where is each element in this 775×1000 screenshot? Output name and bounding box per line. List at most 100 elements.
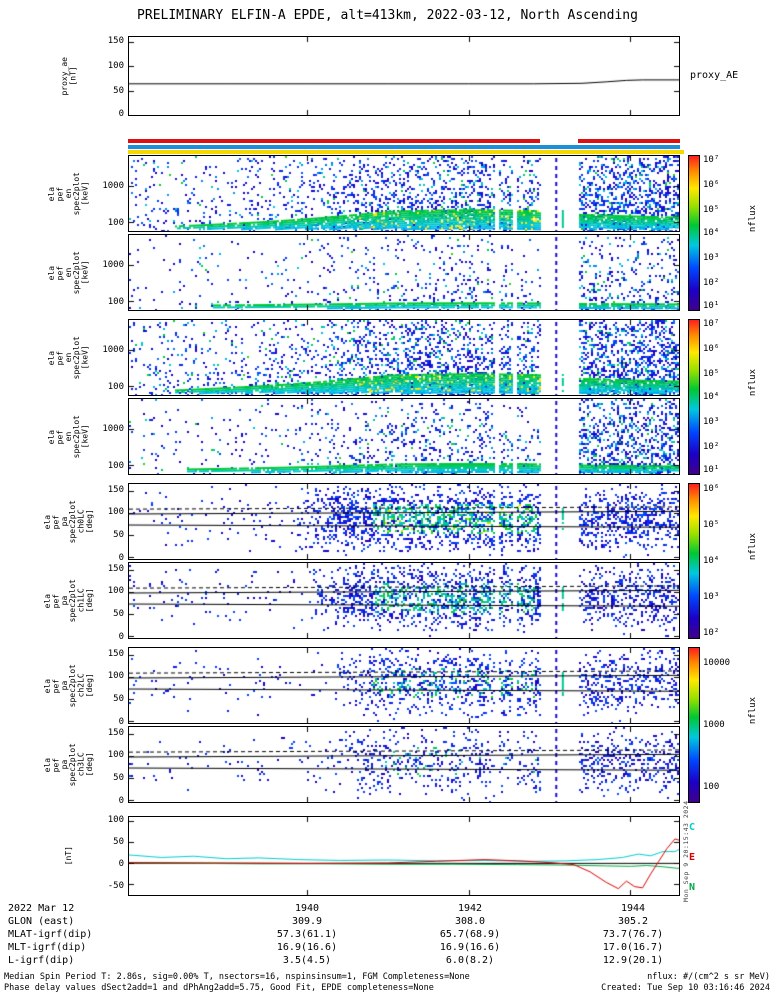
spec8-ylabel-box: ela pef pa spec2plot ch3LC [deg] [40,726,98,803]
ytick: 0 [118,631,124,642]
row-value: 65.7(68.9) [439,929,501,940]
glon-row: GLON (east) 309.9 308.0 305.2 [0,916,775,929]
spectrogram-energy-1 [128,155,680,232]
availability-bar-blue [128,145,680,149]
ytick: 1000 [102,180,124,191]
colorbar-3-ticks: 10⁶ 10⁵ 10⁴ 10³ 10² [703,483,739,639]
spec7-yticks: 150 100 50 0 [92,647,126,727]
cbtick: 100 [703,782,720,793]
ytick: 150 [107,35,124,46]
colorbar-1-ticks: 10⁷ 10⁶ 10⁵ 10⁴ 10³ 10² 10¹ [703,155,739,312]
lshell-row: L-igrf(dip) 3.5(4.5) 6.0(8.2) 12.9(20.1) [0,955,775,968]
spec1-yticks: 1000 100 [92,155,126,232]
ytick: 100 [107,815,124,825]
spec4-ylabel-box: ela pef en spec2plot [keV] [40,398,98,475]
ytick: 50 [113,773,124,784]
spec6-ylabel-box: ela pef pa spec2plot ch1LC [deg] [40,562,98,639]
spec3-ylabel: ela pef en spec2plot [keV] [47,335,90,380]
footer-created: Created: Tue Sep 10 03:16:46 2024 [601,983,770,993]
spec8-ylabel: ela pef pa spec2plot ch3LC [deg] [42,742,94,787]
colorbar-2-label: nflux [748,369,758,397]
mag-ylabel: [nT] [63,846,73,866]
axis-date: 2022 Mar 12 [8,903,75,914]
ytick: 150 [107,727,124,738]
cbtick: 10³ [703,416,720,427]
colorbar-1 [688,155,700,311]
ytick: 150 [107,484,124,495]
spectrogram-energy-2-canvas [129,235,679,310]
spec2-ylabel-box: ela pef en spec2plot [keV] [40,234,98,311]
page-title: PRELIMINARY ELFIN-A EPDE, alt=413km, 202… [137,8,638,23]
availability-bar-red-1 [128,139,540,143]
spectrogram-energy-4-canvas [129,399,679,474]
ytick: 100 [107,61,124,72]
spec5-yticks: 150 100 50 0 [92,483,126,563]
proxy-right-label: proxy_AE [690,70,739,81]
spec3-yticks: 1000 100 [92,319,126,396]
proxy-ylabel-box: proxy_ae [nT] [40,36,98,116]
ytick: 100 [107,586,124,597]
mlt-row: MLT-igrf(dip) 16.9(16.6) 16.9(16.6) 17.0… [0,942,775,955]
spectrogram-pitch-ch1 [128,562,680,639]
footer-line-1: Median Spin Period T: 2.86s, sig=0.00% T… [4,972,470,982]
panel-proxy-ae [128,36,680,116]
availability-bar-yellow [128,150,684,154]
spec7-ylabel-box: ela pef pa spec2plot ch2LC [deg] [40,647,98,724]
ytick: 0 [118,859,124,869]
colorbar-2-ticks: 10⁷ 10⁶ 10⁵ 10⁴ 10³ 10² 10¹ [703,319,739,476]
ytick: 100 [107,217,124,228]
time-tick: 1942 [457,903,483,914]
ytick: 1000 [102,259,124,270]
availability-bar-red-2 [578,139,680,143]
row-value: 57.3(61.1) [276,929,338,940]
ytick: 100 [107,381,124,392]
legend-e: E [689,852,696,863]
spec4-yticks: 1000 100 [92,398,126,475]
row-value: 308.0 [454,916,486,927]
spec4-ylabel: ela pef en spec2plot [keV] [47,414,90,459]
row-value: 309.9 [291,916,323,927]
ytick: 1000 [102,344,124,355]
mag-ylabel-box: [nT] [40,816,98,896]
mag-yticks: 100 50 0 -50 [92,815,126,896]
ytick: 150 [107,648,124,659]
spec8-yticks: 150 100 50 0 [92,726,126,806]
ytick: -50 [107,880,124,891]
cbtick: 10¹ [703,301,720,312]
spec2-yticks: 1000 100 [92,234,126,311]
cbtick: 10⁶ [703,343,720,354]
row-label: GLON (east) [8,916,75,927]
spec3-ylabel-box: ela pef en spec2plot [keV] [40,319,98,396]
cbtick: 10⁴ [703,556,720,566]
spectrogram-pitch-ch1-canvas [129,563,679,638]
ytick: 0 [118,552,124,563]
row-value: 6.0(8.2) [445,955,495,966]
spec1-ylabel-box: ela pef en spec2plot [keV] [40,155,98,232]
ytick: 100 [107,507,124,518]
cbtick: 10³ [703,252,720,263]
spec6-yticks: 150 100 50 0 [92,562,126,642]
spectrogram-pitch-ch0 [128,483,680,560]
cbtick: 10⁴ [703,228,720,238]
mlat-row: MLAT-igrf(dip) 57.3(61.1) 65.7(68.9) 73.… [0,929,775,942]
spectrogram-pitch-ch2 [128,647,680,724]
cbtick: 10² [703,277,720,288]
spec5-ylabel: ela pef pa spec2plot ch0LC [deg] [42,499,94,544]
ytick: 50 [113,836,124,847]
ytick: 100 [107,296,124,307]
row-label: L-igrf(dip) [8,955,75,966]
ytick: 100 [107,671,124,682]
ytick: 50 [113,86,124,97]
ytick: 0 [118,716,124,727]
spectrogram-pitch-ch0-canvas [129,484,679,559]
cbtick: 10⁴ [703,392,720,402]
row-label: MLT-igrf(dip) [8,942,87,953]
row-value: 16.9(16.6) [439,942,501,953]
colorbar-4-label: nflux [748,697,758,725]
proxy-ylabel: proxy_ae [nT] [59,56,77,96]
row-value: 12.9(20.1) [602,955,664,966]
spec6-ylabel: ela pef pa spec2plot ch1LC [deg] [42,578,94,623]
watermark-timestamp: Mon Sep 9 20:15:43 2024 [682,800,690,902]
ytick: 0 [118,795,124,806]
